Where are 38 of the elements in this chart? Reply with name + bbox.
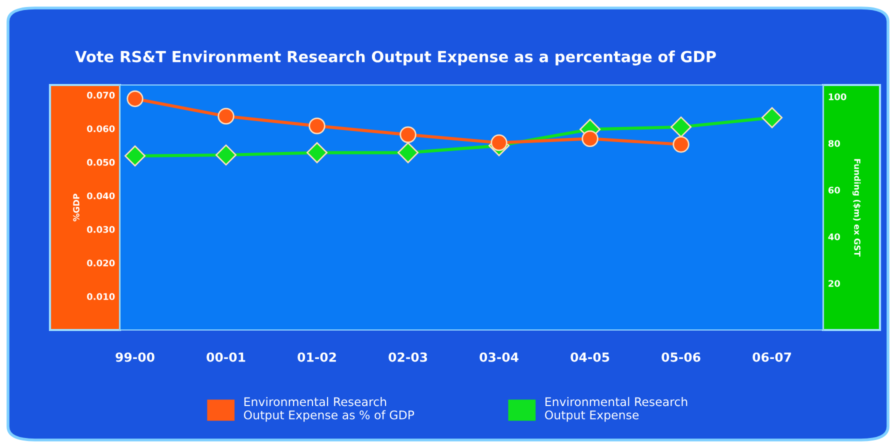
y2-tick-label: 100 [828, 93, 846, 100]
point [216, 144, 237, 166]
point [308, 118, 326, 134]
x-tick-label: 04-05 [570, 352, 610, 362]
point [218, 108, 234, 125]
x-tick-label: 02-03 [388, 352, 428, 362]
point [762, 107, 783, 128]
y-tick-label: 0.040 [87, 192, 115, 200]
x-tick-label: 99-00 [116, 352, 154, 362]
y-tick-label: 0.030 [87, 226, 115, 233]
point [672, 136, 690, 153]
y-tick-label: 0.070 [87, 92, 115, 99]
point [400, 126, 416, 144]
y-tick-label: 0.060 [87, 125, 115, 132]
y2-tick-label: 40 [828, 233, 840, 240]
y-tick-label: 0.010 [87, 293, 115, 300]
y2-axis-title: Funding ($m) ex GST [852, 159, 861, 257]
y2-tick-label: 60 [828, 186, 840, 194]
y2-tick-label: 80 [828, 140, 840, 147]
point [398, 142, 419, 164]
x-tick-label: 01-02 [298, 352, 336, 362]
chart-title: Vote RS&T Environment Research Output Expense as a percentage of GDP [75, 50, 716, 66]
legend-label: Environmental Research Output Expense [545, 397, 688, 422]
point [670, 116, 692, 138]
y-axis-title: %GDP [73, 194, 80, 222]
x-tick-label: 05-06 [662, 352, 700, 362]
y2-tick-label: 20 [828, 280, 840, 287]
point [306, 142, 328, 164]
point [124, 145, 146, 166]
x-tick-label: 06-07 [752, 352, 792, 362]
x-tick-label: 00-01 [206, 352, 246, 362]
point [126, 90, 144, 108]
x-tick-label: 03-04 [480, 352, 518, 362]
y-tick-label: 0.020 [87, 260, 115, 266]
point [582, 130, 598, 148]
point [490, 134, 508, 152]
y-tick-label: 0.050 [87, 158, 115, 166]
legend-label: Environmental Research Output Expense as % of GDP [244, 397, 414, 422]
